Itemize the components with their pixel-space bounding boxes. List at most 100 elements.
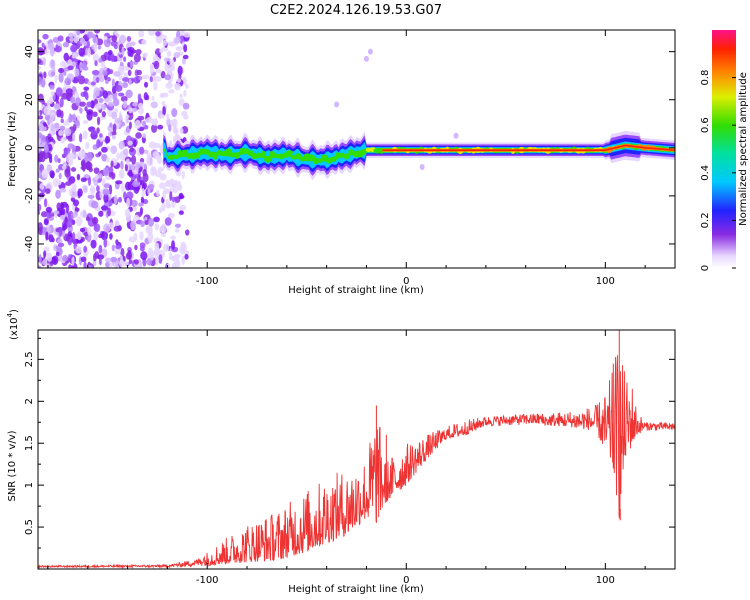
spectrogram-y-tick-label: 40 — [24, 45, 35, 58]
spectrogram-ridge-cell — [202, 149, 210, 155]
spectrogram-noise-cell — [142, 133, 147, 139]
spectrogram-noise-cell — [157, 166, 165, 172]
spectrogram-noise-cell — [112, 123, 117, 134]
spectrogram-noise-cell — [140, 196, 145, 204]
spectrogram-noise-cell — [108, 94, 113, 102]
spectrogram-noise-cell — [115, 243, 121, 250]
snr-x-tick-label: -100 — [196, 575, 219, 586]
spectrogram-noise-cell — [110, 53, 115, 62]
spectrogram-x-tick-label: 100 — [596, 276, 615, 287]
spectrogram-noise-cell — [113, 71, 121, 77]
spectrogram-noise-cell — [51, 71, 56, 77]
spectrogram-noise-cell — [171, 107, 178, 118]
spectrogram-noise-cell — [82, 130, 88, 140]
spectrogram-noise-cell — [83, 261, 87, 268]
spectrogram-noise-cell — [72, 199, 80, 207]
spectrogram-y-axis-label: Frequency (Hz) — [7, 111, 18, 187]
spectrogram-noise-cell — [60, 118, 64, 124]
colorbar-tick-label: 0.4 — [700, 165, 711, 181]
spectrogram-ridge-cell — [216, 150, 223, 156]
spectrogram-noise-cell — [129, 147, 135, 153]
spectrogram-noise-cell — [105, 261, 110, 268]
spectrogram-noise-cell — [122, 191, 127, 200]
spectrogram-noise-cell — [147, 187, 151, 195]
spectrogram-noise-cell — [85, 47, 89, 56]
spectrogram-noise-cell — [125, 158, 130, 166]
spectrogram-noise-cell — [171, 196, 176, 203]
spectrogram-noise-cell — [124, 208, 131, 218]
spectrogram-noise-cell — [86, 101, 93, 108]
spectrogram-noise-cell — [43, 250, 47, 259]
spectrogram-noise-cell — [153, 81, 158, 91]
spectrogram-noise-cell — [97, 254, 105, 260]
spectrogram-noise-cell — [154, 117, 158, 125]
spectrogram-noise-cell — [80, 177, 87, 183]
spectrogram-noise-cell — [156, 189, 160, 197]
spectrogram-noise-cell — [62, 41, 70, 48]
spectrogram-noise-cell — [104, 257, 112, 263]
spectrogram-noise-cell — [181, 170, 185, 180]
spectrogram-noise-cell — [133, 259, 139, 265]
snr-y-tick-label: 1.5 — [24, 435, 35, 451]
spectrogram-noise-cell — [79, 37, 86, 45]
spectrogram-noise-cell — [53, 103, 61, 111]
spectrogram-noise-cell — [113, 44, 118, 50]
spectrogram-noise-cell — [71, 144, 77, 152]
spectrogram-noise-cell — [107, 207, 112, 217]
spectrogram-y-tick-label: -20 — [24, 188, 35, 204]
spectrogram-noise-cell — [64, 168, 71, 178]
spectrogram-noise-cell — [86, 110, 93, 121]
spectrogram-noise-cell — [115, 84, 123, 92]
spectrogram-noise-cell — [58, 226, 63, 237]
spectrogram-noise-cell — [101, 110, 107, 118]
spectrogram-noise-cell — [138, 75, 143, 81]
spectrogram-ridge-cell — [234, 154, 240, 159]
spectrogram-noise-cell — [118, 169, 125, 179]
spectrogram-noise-cell — [99, 133, 103, 138]
spectrogram-noise-cell — [103, 66, 108, 71]
snr-x-tick-label: 100 — [596, 575, 615, 586]
spectrogram-noise-cell — [90, 129, 97, 136]
spectrogram-noise-cell — [47, 42, 55, 51]
spectrogram-noise-cell — [70, 44, 78, 53]
spectrogram-noise-cell — [95, 77, 100, 84]
spectrogram-noise-cell — [172, 179, 179, 187]
snr-y-tick-label: 2.5 — [24, 351, 35, 367]
spectrogram-ridge-cell — [195, 152, 201, 159]
spectrogram-core-red — [382, 144, 675, 151]
spectrogram-noise-cell — [72, 211, 78, 218]
spectrogram-noise-cell — [72, 133, 76, 142]
spectrogram-noise-cell — [69, 37, 75, 42]
spectrogram-noise-cell — [82, 209, 87, 218]
spectrogram-noise-cell — [76, 173, 81, 181]
spectrogram-noise-cell — [48, 117, 54, 123]
spectrogram-noise-cell — [135, 49, 142, 55]
spectrogram-noise-cell — [76, 30, 81, 36]
spectrogram-noise-cell — [106, 157, 110, 163]
spectrogram-noise-cell — [161, 100, 166, 106]
spectrogram-ridge-cell — [282, 152, 288, 159]
spectrogram-noise-cell — [165, 180, 173, 188]
spectrogram-noise-cell — [139, 146, 145, 155]
spectrogram-noise-cell — [68, 264, 72, 268]
spectrogram-panel: -100 0 100 -40 -20 0 20 40 Height of straight l… — [7, 29, 676, 296]
spectrogram-noise-cell — [87, 194, 95, 199]
spectrogram-noise-cell — [58, 72, 64, 83]
spectrogram-noise-cell — [70, 167, 77, 172]
spectrogram-noise-cell — [160, 231, 167, 238]
spectrogram-noise-cell — [107, 49, 113, 56]
spectrogram-noise-cell — [152, 150, 160, 160]
spectrogram-noise-cell — [139, 231, 144, 241]
spectrogram-noise-cell — [111, 78, 116, 89]
spectrogram-noise-cell — [149, 76, 153, 83]
spectrogram-noise-cell — [142, 52, 148, 58]
spectrogram-noise-cell — [131, 155, 137, 165]
spectrogram-noise-cell — [153, 60, 160, 70]
spectrogram-noise-cell — [179, 127, 184, 135]
spectrogram-noise-cell — [71, 53, 77, 60]
spectrogram-noise-cell — [78, 149, 86, 160]
snr-y-tick-label: 0.5 — [24, 519, 35, 535]
spectrogram-noise-cell — [55, 168, 60, 173]
spectrogram-noise-cell — [94, 174, 100, 180]
spectrogram-noise-cell — [80, 256, 87, 263]
